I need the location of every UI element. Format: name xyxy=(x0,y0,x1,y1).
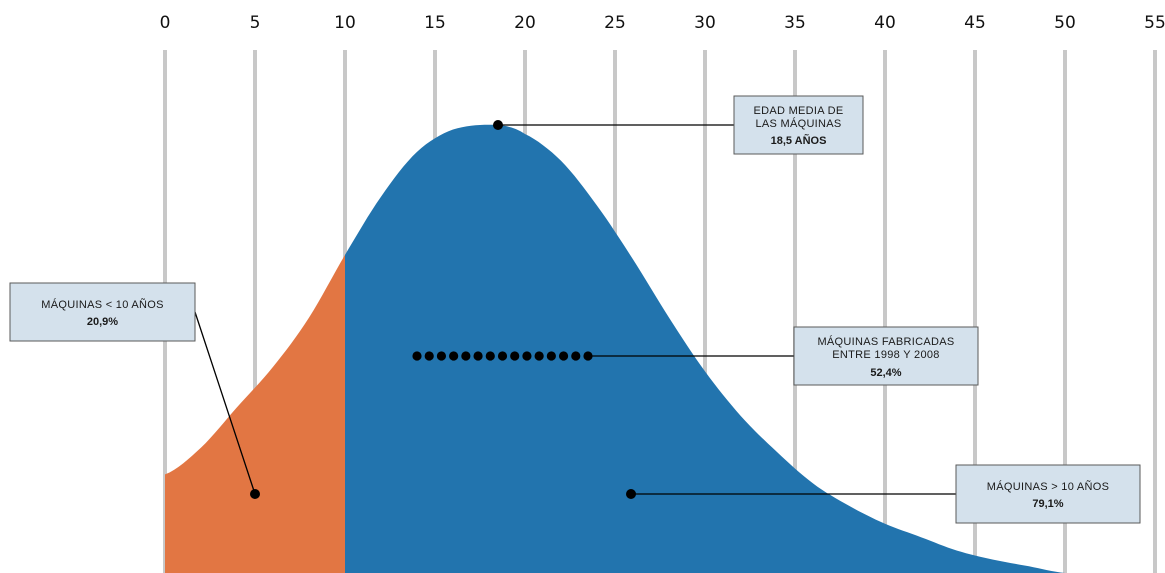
annotation-line: EDAD MEDIA DE xyxy=(753,105,843,117)
range-dot xyxy=(412,351,422,361)
range-dot xyxy=(497,351,508,361)
connector-young xyxy=(194,311,256,495)
area-segment-old xyxy=(345,124,1065,573)
x-tick-label: 40 xyxy=(874,13,896,33)
x-tick-label: 30 xyxy=(694,13,716,33)
x-tick-label: 10 xyxy=(334,13,356,33)
x-tick-label: 35 xyxy=(784,13,806,33)
annotation-old: MÁQUINAS > 10 AÑOS 79,1% xyxy=(955,464,1141,524)
old-marker xyxy=(626,489,636,499)
annotation-value: 18,5 AÑOS xyxy=(771,134,827,147)
annotation-line: ENTRE 1998 Y 2008 xyxy=(832,349,939,361)
range-dot xyxy=(583,351,593,361)
range-dot xyxy=(473,351,483,361)
annotation-line: MÁQUINAS > 10 AÑOS xyxy=(987,480,1109,493)
annotation-line: LAS MÁQUINAS xyxy=(755,117,841,130)
annotation-line: MÁQUINAS FABRICADAS xyxy=(817,335,954,348)
range-dot xyxy=(449,351,459,361)
mean-age-marker xyxy=(493,120,503,130)
x-tick-label: 25 xyxy=(604,13,626,33)
range-dot xyxy=(510,351,520,361)
range-dot xyxy=(546,351,556,361)
range-dot xyxy=(558,351,569,361)
range-dot xyxy=(485,351,495,361)
x-tick-label: 15 xyxy=(424,13,446,33)
young-marker xyxy=(250,489,260,499)
range-dot xyxy=(522,351,532,361)
area-segment-young xyxy=(165,254,345,573)
x-tick-label: 55 xyxy=(1144,13,1165,33)
range-marker-dots xyxy=(412,351,593,361)
x-tick-label: 45 xyxy=(964,13,986,33)
annotation-young: MÁQUINAS < 10 AÑOS 20,9% xyxy=(9,282,196,342)
annotation-value: 79,1% xyxy=(1032,498,1063,510)
annotation-box xyxy=(955,464,1141,524)
x-axis-tick-labels: 0 5 10 15 20 25 30 35 40 45 50 55 xyxy=(160,13,1165,33)
x-tick-label: 0 xyxy=(160,13,171,33)
range-dot xyxy=(461,351,471,361)
range-dot xyxy=(571,351,581,361)
annotation-line: MÁQUINAS < 10 AÑOS xyxy=(41,298,163,311)
annotation-box xyxy=(733,95,864,155)
annotation-box xyxy=(793,326,979,386)
annotation-made-range: MÁQUINAS FABRICADAS ENTRE 1998 Y 2008 52… xyxy=(793,326,979,386)
x-tick-label: 5 xyxy=(250,13,261,33)
annotation-value: 20,9% xyxy=(87,316,118,328)
x-tick-label: 20 xyxy=(514,13,536,33)
x-tick-label: 50 xyxy=(1054,13,1076,33)
annotation-value: 52,4% xyxy=(870,367,901,379)
range-dot xyxy=(436,351,447,361)
range-dot xyxy=(424,351,434,361)
range-dot xyxy=(534,351,544,361)
annotation-box xyxy=(9,282,196,342)
annotation-mean-age: EDAD MEDIA DE LAS MÁQUINAS 18,5 AÑOS xyxy=(733,95,864,155)
